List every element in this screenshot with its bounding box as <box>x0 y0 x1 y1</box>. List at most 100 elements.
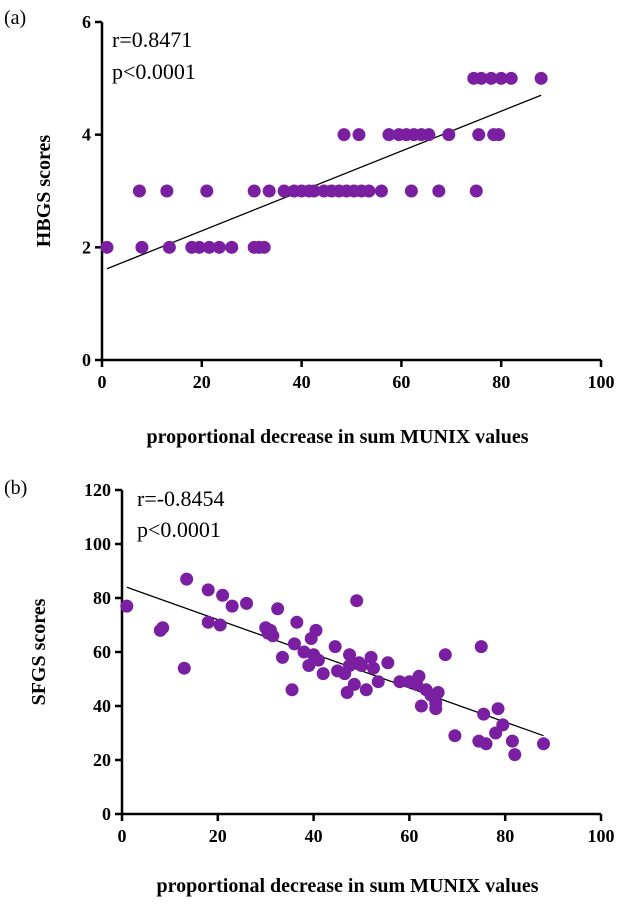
x-tick-label: 60 <box>400 826 418 846</box>
data-point <box>302 659 316 672</box>
data-point <box>347 677 361 691</box>
data-point <box>352 128 366 142</box>
y-tick-label: 40 <box>93 696 111 716</box>
data-point <box>200 184 214 198</box>
data-point <box>311 653 325 667</box>
data-point <box>474 71 488 85</box>
data-point <box>156 621 170 635</box>
data-point <box>362 184 376 198</box>
panel-b: (b) 0 20 40 60 80 100 120 0 20 40 60 80 100 proportion… <box>4 477 615 897</box>
data-point <box>290 615 304 629</box>
x-axis-title: proportional decrease in sum MUNIX value… <box>156 875 538 897</box>
x-tick-label: 20 <box>209 826 227 846</box>
data-point <box>309 623 323 637</box>
data-point <box>240 596 254 610</box>
panel-label: (b) <box>4 477 27 499</box>
data-point <box>496 718 510 732</box>
data-point <box>508 748 522 762</box>
x-tick-label: 100 <box>588 826 615 846</box>
data-point <box>216 588 230 602</box>
stat-annotation: r=0.8471 <box>112 27 192 52</box>
x-tick-label: 40 <box>293 372 311 392</box>
data-point <box>412 669 426 683</box>
x-tick-label: 80 <box>492 372 510 392</box>
y-axis-title: HBGS scores <box>33 135 55 248</box>
data-point <box>432 184 446 198</box>
data-point <box>491 702 505 716</box>
data-point <box>381 656 395 670</box>
y-tick-label: 100 <box>84 534 111 554</box>
y-axis-title: SFGS scores <box>28 598 50 705</box>
data-point <box>225 599 239 613</box>
data-point <box>350 594 364 608</box>
data-point <box>135 240 149 254</box>
data-point <box>504 71 518 85</box>
regression-line <box>126 586 544 737</box>
data-point <box>505 734 519 748</box>
data-point <box>192 240 206 254</box>
data-point <box>285 683 299 697</box>
y-tick-label: 0 <box>102 804 111 824</box>
x-tick-label: 0 <box>98 372 107 392</box>
data-point <box>472 128 486 142</box>
x-tick-label: 20 <box>193 372 211 392</box>
y-tick-label: 60 <box>93 642 111 662</box>
data-point <box>343 648 357 662</box>
data-point <box>364 650 378 664</box>
data-point <box>494 71 508 85</box>
data-point <box>355 659 368 672</box>
data-point <box>484 71 498 85</box>
data-point <box>328 640 342 654</box>
data-point <box>442 128 456 142</box>
y-tick-label: 20 <box>93 750 111 770</box>
data-point <box>422 128 436 142</box>
data-point <box>201 615 215 629</box>
data-point <box>438 648 452 662</box>
data-point <box>160 184 174 198</box>
data-point <box>366 661 380 675</box>
y-tick-label: 2 <box>82 237 91 257</box>
x-tick-label: 40 <box>305 826 323 846</box>
data-point <box>202 240 216 254</box>
y-tick-label: 80 <box>93 588 111 608</box>
data-point <box>257 240 271 254</box>
data-point <box>177 661 191 675</box>
data-point <box>492 128 506 142</box>
data-point <box>382 128 396 142</box>
data-point <box>225 240 239 254</box>
data-point <box>371 675 385 689</box>
data-point <box>359 683 373 697</box>
data-point <box>212 240 226 254</box>
data-point <box>201 583 215 597</box>
data-point <box>448 729 462 743</box>
y-tick-label: 120 <box>84 480 111 500</box>
x-tick-label: 80 <box>496 826 514 846</box>
data-point <box>213 618 227 632</box>
data-point <box>287 637 301 651</box>
data-point <box>275 650 289 664</box>
y-tick-label: 6 <box>82 12 91 32</box>
data-point <box>100 240 114 254</box>
y-tick-label: 0 <box>82 350 91 370</box>
panel-label: (a) <box>4 7 26 29</box>
data-point <box>316 667 330 681</box>
data-point <box>162 240 176 254</box>
data-point <box>307 184 321 198</box>
stat-annotation: p<0.0001 <box>137 517 221 542</box>
x-tick-label: 60 <box>392 372 410 392</box>
data-point <box>477 707 491 721</box>
data-point <box>469 184 483 198</box>
regression-line <box>106 94 542 270</box>
data-point <box>266 629 280 643</box>
data-point <box>180 572 194 586</box>
data-point <box>271 602 285 616</box>
data-point <box>404 184 418 198</box>
data-point <box>537 737 551 751</box>
y-tick-label: 4 <box>82 125 91 145</box>
data-point <box>262 184 276 198</box>
data-point <box>247 184 261 198</box>
data-point <box>120 599 134 613</box>
x-axis-title: proportional decrease in sum MUNIX value… <box>146 426 528 448</box>
data-point <box>431 686 445 699</box>
